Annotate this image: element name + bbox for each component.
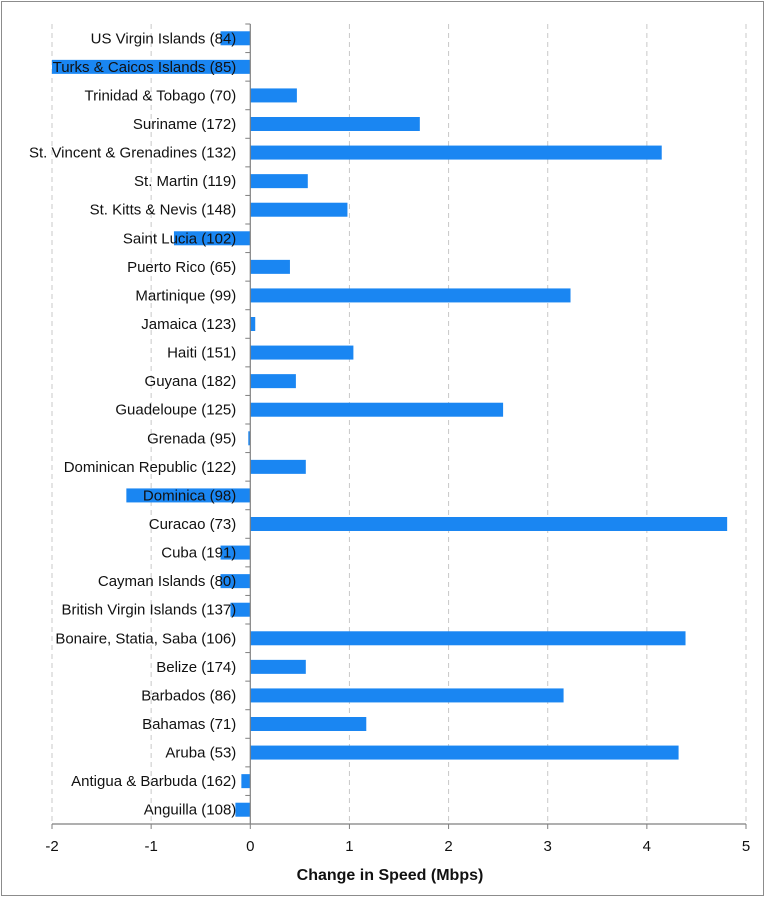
bar (250, 374, 296, 389)
bar (250, 745, 679, 760)
category-label: Haiti (151) (167, 345, 236, 362)
bar (126, 488, 251, 503)
category-label: Martinique (99) (135, 287, 236, 304)
x-tick-label: 0 (246, 838, 254, 855)
bar (241, 774, 251, 789)
bar (250, 288, 571, 303)
category-label: Barbados (86) (141, 687, 236, 704)
bar (250, 174, 308, 189)
x-tick-label: 2 (444, 838, 452, 855)
category-label: Turks & Caicos Islands (85) (53, 59, 237, 76)
category-label: British Virgin Islands (137) (61, 602, 236, 619)
category-label: St. Vincent & Grenadines (132) (29, 145, 236, 162)
bar (250, 402, 504, 417)
category-label: Bahamas (71) (142, 716, 236, 733)
bar (230, 602, 251, 617)
bar (250, 688, 564, 703)
category-label: Guadeloupe (125) (115, 402, 236, 419)
category-label: Jamaica (123) (141, 316, 236, 333)
category-label: Grenada (95) (147, 430, 236, 447)
category-label: Cuba (191) (161, 545, 236, 562)
category-label: Puerto Rico (65) (127, 259, 236, 276)
bar (250, 317, 256, 331)
bars (52, 31, 728, 817)
bar (250, 459, 306, 474)
category-label: Guyana (182) (145, 373, 237, 390)
category-label: Dominica (98) (143, 487, 236, 504)
x-tick-label: 5 (742, 838, 750, 855)
x-tick-label: -1 (144, 838, 157, 855)
axes (51, 23, 747, 829)
bar (250, 717, 367, 731)
bar (52, 59, 251, 74)
bar (250, 345, 354, 360)
bar (250, 259, 290, 274)
bar (248, 431, 251, 446)
x-tick-label: 4 (643, 838, 651, 855)
category-label: Aruba (53) (165, 745, 236, 762)
category-labels: US Virgin Islands (84) Turks & Caicos Isl… (29, 30, 236, 818)
bar (250, 517, 728, 531)
category-label: Suriname (172) (133, 116, 236, 133)
category-label: Curacao (73) (149, 516, 237, 533)
bar (250, 202, 348, 217)
bar (220, 31, 251, 46)
bar (220, 545, 251, 560)
category-label: St. Martin (119) (134, 173, 236, 190)
x-axis-title: Change in Speed (Mbps) (297, 867, 484, 884)
bar (220, 574, 251, 589)
bar (250, 659, 306, 674)
tick-labels: -2 -1 0 1 2 3 4 5 (45, 838, 750, 855)
bar (173, 231, 251, 246)
bar (250, 631, 686, 646)
category-label: Bonaire, Statia, Saba (106) (55, 630, 236, 647)
bar (250, 117, 420, 131)
category-label: Saint Lucia (102) (123, 230, 236, 247)
category-label: Dominican Republic (122) (64, 459, 237, 476)
bar (235, 802, 251, 817)
category-label: US Virgin Islands (84) (91, 30, 237, 47)
x-tick-label: 3 (544, 838, 552, 855)
bar (250, 88, 297, 103)
x-tick-label: 1 (345, 838, 353, 855)
category-label: Anguilla (108) (144, 802, 237, 819)
category-label: St. Kitts & Nevis (148) (90, 202, 237, 219)
category-label: Trinidad & Tobago (70) (85, 87, 237, 104)
category-label: Cayman Islands (80) (98, 573, 236, 590)
bar (250, 145, 662, 160)
x-tick-label: -2 (45, 838, 58, 855)
category-label: Belize (174) (156, 659, 236, 676)
category-label: Antigua & Barbuda (162) (71, 773, 236, 790)
